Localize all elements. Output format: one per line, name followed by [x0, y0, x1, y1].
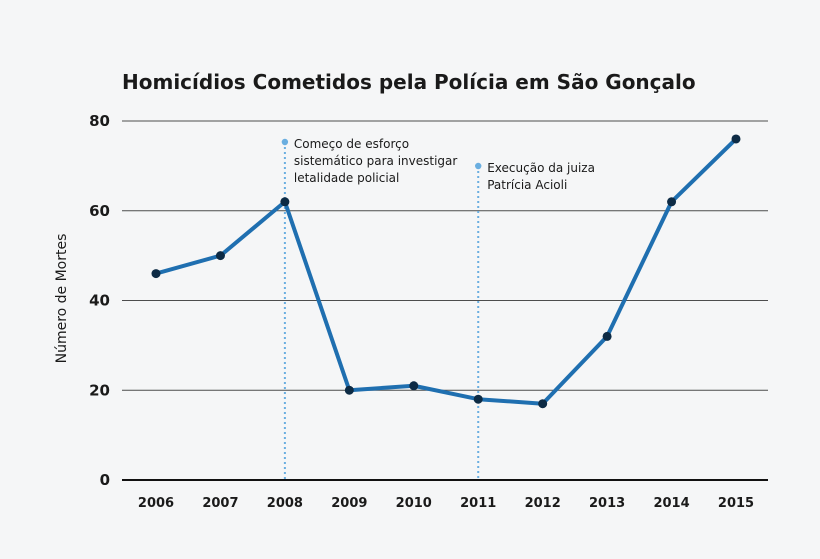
chart-title: Homicídios Cometidos pela Polícia em São… [122, 70, 696, 94]
x-tick-label-2014: 2014 [653, 496, 689, 511]
x-tick-label-2012: 2012 [525, 496, 561, 511]
y-tick-label-20: 20 [89, 381, 110, 399]
annotation-text-2011-1: Patrícia Acioli [487, 178, 567, 192]
x-tick-label-2009: 2009 [331, 496, 367, 511]
x-tick-label-2008: 2008 [267, 496, 303, 511]
data-point-2014 [667, 197, 677, 207]
annotation-text-2008-2: letalidade policial [294, 171, 399, 185]
x-tick-label-2015: 2015 [718, 496, 754, 511]
y-tick-label-60: 60 [89, 202, 110, 220]
data-point-2010 [409, 381, 419, 391]
data-point-2012 [538, 399, 548, 409]
y-tick-label-80: 80 [89, 112, 110, 130]
y-axis-label: Número de Mortes [54, 234, 70, 364]
y-tick-label-40: 40 [89, 292, 110, 310]
data-point-2011 [473, 394, 483, 404]
gridlines [122, 120, 768, 481]
data-point-2008 [280, 197, 290, 207]
x-tick-label-2006: 2006 [138, 496, 174, 511]
annotation-text-2008-1: sistemático para investigar [294, 154, 458, 168]
data-point-2009 [344, 385, 354, 395]
x-tick-label-2010: 2010 [396, 496, 432, 511]
annotation-text-2008-0: Começo de esforço [294, 137, 409, 151]
x-tick-label-2007: 2007 [202, 496, 238, 511]
data-point-2007 [215, 251, 225, 261]
x-tick-labels: 2006 2007 2008 2009 2010 2011 2012 2013 2014 2015 [138, 496, 754, 511]
annotations: Começo de esforço sistemático para invest… [281, 137, 595, 480]
series [151, 134, 741, 409]
series-line-0 [154, 136, 738, 406]
x-tick-label-2013: 2013 [589, 496, 625, 511]
y-tick-labels: 0 20 40 60 80 [89, 112, 110, 489]
data-point-2015 [731, 134, 741, 144]
x-tick-label-2011: 2011 [460, 496, 496, 511]
annotation-dot-2008 [281, 138, 289, 146]
annotation-text-2011-0: Execução da juiza [487, 161, 595, 175]
annotation-dot-2011 [475, 162, 482, 170]
data-point-2013 [602, 331, 612, 341]
data-point-2006 [151, 269, 161, 279]
y-tick-label-0: 0 [100, 471, 110, 489]
